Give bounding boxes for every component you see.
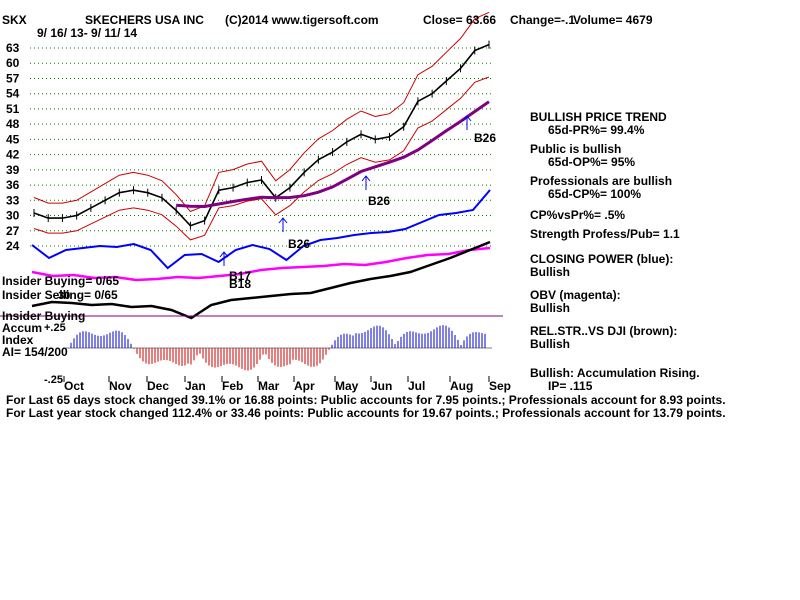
y-tick-label: 57	[6, 71, 20, 85]
relstr-title: REL.STR..VS DJI (brown):	[530, 324, 678, 338]
y-tick-label: 63	[6, 41, 20, 55]
footer-65day: For Last 65 days stock changed 39.1% or …	[6, 393, 726, 407]
y-tick-label: 30	[6, 209, 20, 223]
source-credit: (C)2014 www.tigersoft.com	[225, 13, 379, 27]
x-tick-label: Aug	[450, 379, 473, 393]
y-tick-label: 36	[6, 178, 20, 192]
signal-arrow	[361, 175, 371, 190]
obv-value: Bullish	[530, 301, 571, 315]
x-tick-label: Dec	[147, 379, 169, 393]
change-value: Change=-.1	[510, 13, 576, 27]
public-value: 65d-OP%= 95%	[548, 155, 636, 169]
y-tick-label: 42	[6, 148, 20, 162]
obv-line	[31, 246, 491, 282]
signal-arrow	[219, 251, 229, 266]
thirty-mark: 30	[58, 290, 71, 302]
ai-value: AI= 154/200	[2, 345, 68, 359]
y-tick-label: 39	[6, 163, 20, 177]
x-tick-label: Jan	[185, 379, 206, 393]
x-tick-label: Jun	[371, 379, 392, 393]
x-axis-ticks: Oct Nov Dec Jan Feb Mar Apr May Jun Jul Aug Sep	[63, 376, 511, 393]
cpvspr: CP%vsPr%= .5%	[530, 208, 626, 222]
insider-buying: Insider Buying= 0/65	[2, 274, 120, 288]
upper-band	[33, 11, 490, 213]
signal-arrows	[219, 115, 472, 266]
b26-signal-apr: B26	[288, 237, 311, 251]
obv-title: OBV (magenta):	[530, 288, 621, 302]
x-tick-label: May	[335, 379, 359, 393]
y-tick-label: 48	[6, 117, 20, 131]
prof-value: 65d-CP%= 100%	[548, 187, 642, 201]
accum-plus: +.25	[44, 322, 66, 334]
volume-value: Volume= 4679	[573, 13, 653, 27]
ip-value: IP= .115	[548, 379, 593, 393]
y-tick-label: 51	[6, 102, 20, 116]
public-title: Public is bullish	[530, 142, 622, 156]
accumulation-bars	[66, 325, 492, 371]
b18-signal: B18	[229, 277, 252, 291]
y-tick-label: 33	[6, 193, 20, 207]
accum-title: Bullish: Accumulation Rising.	[530, 366, 700, 380]
b26-signal-may: B26	[368, 194, 391, 208]
b17-signal: B17	[229, 269, 252, 283]
x-tick-label: Oct	[64, 379, 84, 393]
x-tick-label: Apr	[294, 379, 315, 393]
ticker: SKX	[2, 13, 27, 27]
accum-minus: -.25	[44, 374, 63, 386]
closing-power-title: CLOSING POWER (blue):	[530, 252, 674, 266]
company-name: SKECHERS USA INC	[85, 13, 204, 27]
x-tick-label: Feb	[222, 379, 243, 393]
prof-title: Professionals are bullish	[530, 174, 673, 188]
trend-value: 65d-PR%= 99.4%	[548, 123, 645, 137]
relstr-value: Bullish	[530, 337, 571, 351]
x-tick-label: Jul	[408, 379, 425, 393]
y-tick-label: 45	[6, 132, 20, 146]
y-tick-label: 24	[6, 239, 20, 253]
signal-arrow	[462, 115, 472, 130]
x-tick-label: Mar	[258, 379, 280, 393]
x-tick-label: Sep	[489, 379, 511, 393]
insider-buying-2: Insider Buying	[2, 309, 86, 323]
signal-arrow	[278, 217, 288, 232]
y-tick-label: 54	[6, 87, 20, 101]
trend-title: BULLISH PRICE TREND	[530, 110, 667, 124]
x-tick-label: Nov	[109, 379, 132, 393]
close-value: Close= 63.66	[423, 13, 497, 27]
insider-selling: Insider Selling= 0/65	[2, 288, 118, 302]
y-tick-label: 60	[6, 56, 20, 70]
moving-average	[176, 100, 490, 209]
accum-label: Accum	[2, 321, 43, 335]
date-range: 9/ 16/ 13- 9/ 11/ 14	[37, 26, 138, 40]
closing-power-line	[31, 189, 491, 270]
index-label: Index	[2, 333, 34, 347]
strength: Strength Profess/Pub= 1.1	[530, 227, 680, 241]
closing-power-value: Bullish	[530, 265, 571, 279]
b26-signal-aug: B26	[474, 131, 497, 145]
chart-lines	[0, 11, 503, 320]
relative-strength-line	[31, 240, 491, 320]
y-tick-label: 27	[6, 224, 20, 238]
footer-year: For Last year stock changed 112.4% or 33…	[6, 406, 726, 420]
side-panel: BULLISH PRICE TREND 65d-PR%= 99.4% Publi…	[530, 111, 700, 393]
